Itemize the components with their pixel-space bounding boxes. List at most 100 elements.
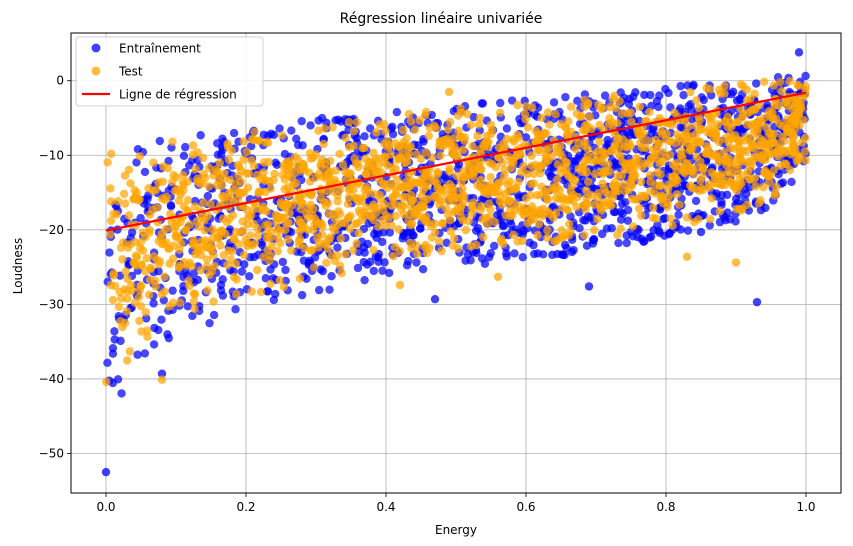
data-point <box>486 172 495 182</box>
data-point <box>656 170 665 179</box>
data-point <box>453 244 463 253</box>
data-point <box>168 177 177 187</box>
data-point <box>370 203 379 213</box>
data-point <box>582 186 591 195</box>
data-point <box>652 146 661 156</box>
data-point <box>623 109 633 118</box>
data-point <box>501 189 510 198</box>
data-point <box>655 182 664 191</box>
data-point <box>664 192 674 201</box>
data-point <box>421 107 431 117</box>
data-point <box>237 267 247 276</box>
data-point <box>556 233 565 242</box>
data-point <box>370 189 379 199</box>
data-point <box>336 185 345 194</box>
data-point <box>216 226 226 236</box>
data-point <box>587 124 596 134</box>
data-point <box>674 210 683 219</box>
data-point <box>438 142 447 151</box>
data-point <box>793 155 803 164</box>
data-point <box>529 179 538 188</box>
data-point <box>782 160 791 169</box>
data-point <box>157 290 166 299</box>
data-point <box>637 191 646 201</box>
data-point <box>344 193 354 202</box>
data-point <box>595 120 604 130</box>
data-point <box>558 250 568 260</box>
data-point <box>650 189 660 198</box>
data-point <box>400 158 410 168</box>
data-point <box>384 213 394 222</box>
data-point <box>801 81 810 91</box>
data-point <box>446 141 456 151</box>
data-point <box>144 184 153 193</box>
data-point <box>220 192 229 201</box>
data-point <box>454 126 463 136</box>
x-tick-label: 0.4 <box>376 500 395 514</box>
data-point <box>752 153 761 163</box>
data-point <box>240 260 249 269</box>
data-point <box>295 218 305 227</box>
data-point <box>190 290 200 299</box>
data-point <box>616 152 625 161</box>
data-point <box>622 238 631 248</box>
data-point <box>247 156 256 165</box>
data-point <box>116 294 126 303</box>
data-point <box>262 229 272 238</box>
data-point <box>628 222 638 231</box>
data-point <box>390 242 400 252</box>
data-point <box>379 228 388 237</box>
data-point <box>509 230 518 240</box>
data-point <box>769 81 779 90</box>
data-point <box>437 246 446 256</box>
data-point <box>297 116 306 126</box>
data-point <box>380 221 390 230</box>
data-point <box>369 148 378 158</box>
data-point <box>635 102 644 112</box>
data-point <box>479 233 488 242</box>
data-point <box>412 150 421 159</box>
data-point <box>183 302 193 311</box>
data-point <box>676 151 686 160</box>
data-point <box>216 150 226 159</box>
data-point <box>242 205 251 214</box>
data-point <box>608 95 618 104</box>
data-point <box>334 207 343 216</box>
data-point <box>655 91 664 100</box>
data-point <box>275 124 284 133</box>
data-point <box>250 239 260 248</box>
data-point <box>163 164 172 173</box>
data-point <box>444 87 454 97</box>
data-point <box>616 224 625 233</box>
data-point <box>702 142 711 151</box>
data-point <box>726 134 736 143</box>
data-point <box>398 125 408 135</box>
data-point <box>717 197 726 207</box>
data-point <box>280 184 289 194</box>
data-point <box>195 179 205 188</box>
data-point <box>363 239 373 249</box>
data-point <box>579 201 588 210</box>
data-point <box>721 117 731 126</box>
data-point <box>707 194 716 203</box>
data-point <box>624 99 634 108</box>
data-point <box>667 172 677 182</box>
data-point <box>356 208 365 218</box>
data-point <box>696 227 706 237</box>
data-point <box>127 286 136 296</box>
data-point <box>219 250 228 260</box>
y-tick-label: −50 <box>39 446 64 460</box>
data-point <box>479 188 489 197</box>
data-point <box>421 148 431 157</box>
data-point <box>485 252 494 262</box>
data-point <box>611 103 620 113</box>
data-point <box>535 169 545 178</box>
data-point <box>144 290 154 300</box>
data-point <box>202 255 212 264</box>
data-point <box>357 196 367 206</box>
data-point <box>384 268 394 278</box>
data-point <box>234 160 243 170</box>
data-point <box>346 211 355 221</box>
data-point <box>253 265 262 275</box>
data-point <box>331 166 341 175</box>
